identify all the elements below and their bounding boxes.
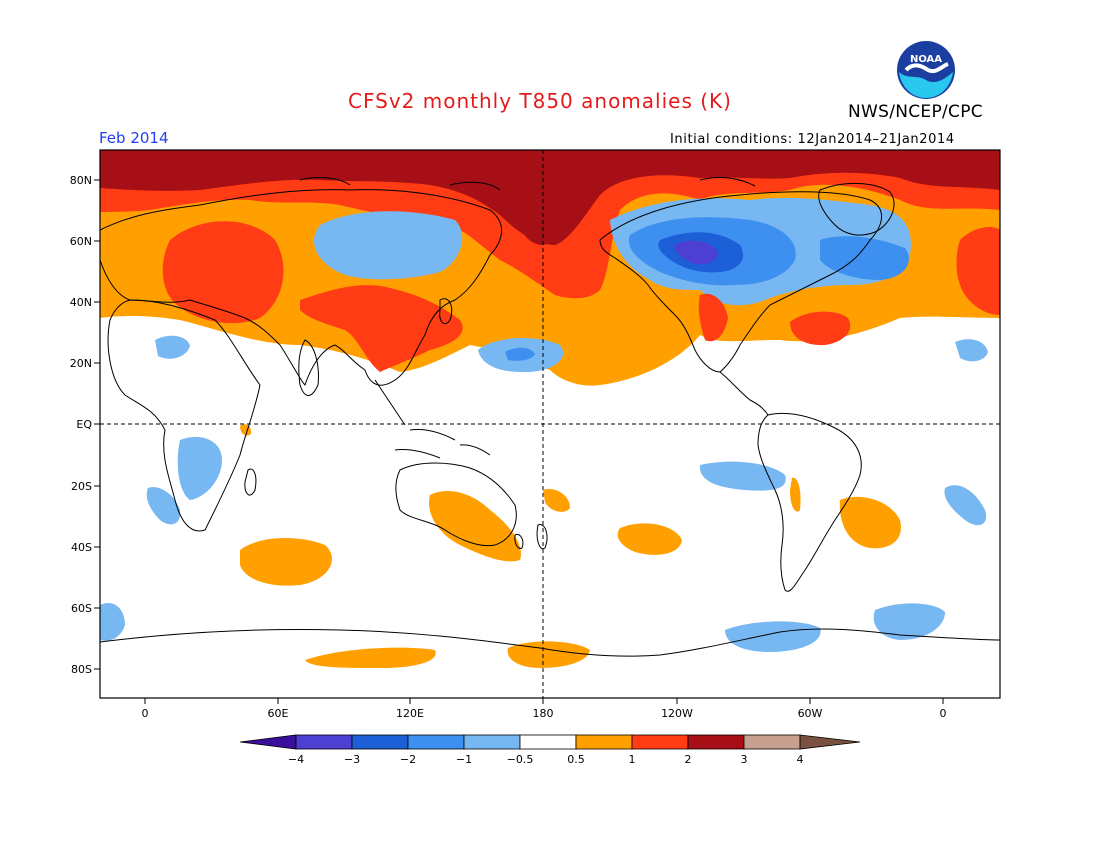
colorbar-bin: [687, 734, 745, 750]
lat-label: 20S: [71, 480, 92, 493]
colorbar-labels: −4 −3 −2 −1 −0.5 0.5 1 2 3 4: [288, 753, 804, 766]
eastasia-red: [300, 285, 463, 372]
na-cold-deep: [674, 240, 718, 265]
lon-label: 60E: [268, 707, 289, 720]
colorbar-label: −0.5: [507, 753, 534, 766]
indian-west-cold: [955, 339, 988, 362]
colorbar: [239, 734, 861, 750]
siberia-cold: [314, 211, 463, 280]
colorbar-bin: [575, 734, 633, 750]
chart-title: CFSv2 monthly T850 anomalies (K): [348, 89, 732, 113]
lon-label: 180: [533, 707, 554, 720]
antarctic-warm-b: [507, 641, 590, 668]
africa-cold: [177, 436, 222, 500]
lat-label: 40S: [71, 541, 92, 554]
lon-label: 120E: [396, 707, 424, 720]
axis-ticks: [94, 179, 944, 704]
arabia-cold: [155, 335, 190, 359]
lon-label: 60W: [798, 707, 823, 720]
lat-label: EQ: [76, 418, 92, 431]
noaa-logo: NOAA: [897, 41, 955, 99]
lon-label: 0: [142, 707, 149, 720]
lat-label: 80N: [70, 174, 92, 187]
colorbar-bin: [631, 734, 689, 750]
south-pacific-warm: [617, 523, 682, 555]
forecast-period: Feb 2014: [99, 129, 169, 147]
bering-darkred: [518, 206, 562, 245]
lat-label: 60S: [71, 602, 92, 615]
southern-cold-ross: [725, 621, 821, 652]
southern-cold-east: [873, 603, 945, 640]
canada-east-cold: [820, 236, 909, 280]
logo-text: NOAA: [910, 54, 942, 65]
nz-warm: [543, 489, 570, 512]
colorbar-label: 2: [685, 753, 692, 766]
lat-label: 40N: [70, 296, 92, 309]
colorbar-max-arrow: [799, 734, 861, 750]
colorbar-bin: [407, 734, 465, 750]
europe-east-red: [956, 227, 1000, 315]
colorbar-label: −4: [288, 753, 304, 766]
atlantic-sa-cold: [944, 485, 987, 526]
south-atlantic-warm: [839, 496, 901, 549]
colorbar-label: 1: [629, 753, 636, 766]
indian-cold: [146, 487, 181, 525]
colorbar-label: −2: [400, 753, 416, 766]
lon-label: 120W: [661, 707, 693, 720]
arctic-darkred: [100, 150, 1000, 245]
antarctic-warm-a: [305, 647, 436, 668]
lon-labels: 0 60E 120E 180 120W 60W 0: [142, 707, 947, 720]
colorbar-label: −3: [344, 753, 360, 766]
colorbar-label: 0.5: [567, 753, 585, 766]
colorbar-bin: [351, 734, 409, 750]
europe-red: [162, 221, 284, 324]
lat-labels: 80N 60N 40N 20N EQ 20S 40S 60S 80S: [70, 174, 93, 676]
coastlines: [100, 177, 1000, 657]
colorbar-bin: [295, 734, 353, 750]
colorbar-bin: [519, 734, 577, 750]
south-pacific-cold: [699, 461, 786, 491]
colorbar-label: 4: [797, 753, 804, 766]
atlantic-red: [790, 311, 851, 346]
colorbar-label: −1: [456, 753, 472, 766]
sa-warm-strip: [790, 477, 801, 512]
colorbar-bin: [743, 734, 801, 750]
southern-cold-west: [100, 602, 125, 641]
colorbar-bin: [463, 734, 521, 750]
lat-label: 60N: [70, 235, 92, 248]
initial-conditions: Initial conditions: 12Jan2014–21Jan2014: [670, 132, 955, 147]
lat-label: 20N: [70, 357, 92, 370]
pacific-cold-core: [505, 347, 535, 361]
colorbar-label: 3: [741, 753, 748, 766]
lat-label: 80S: [71, 663, 92, 676]
colorbar-min-arrow: [239, 734, 297, 750]
mexico-red: [698, 293, 728, 342]
anomaly-fields: [100, 150, 1000, 698]
south-indian-warm: [240, 538, 332, 586]
lon-label: 0: [940, 707, 947, 720]
agency-label: NWS/NCEP/CPC: [848, 102, 983, 122]
